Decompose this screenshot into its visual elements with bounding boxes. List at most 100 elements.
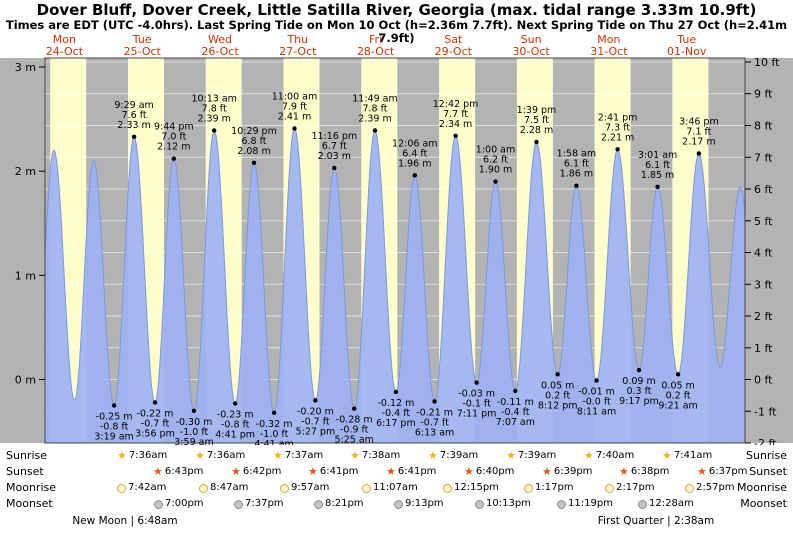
tide-extremum-label: -0.03 m (458, 389, 495, 400)
tide-extremum-label: -0.25 m (96, 412, 133, 423)
tide-extremum-dot (111, 403, 117, 408)
tide-extremum-label: 7.3 ft (605, 122, 630, 133)
tide-extremum-label: 9:17 pm (619, 396, 659, 407)
sunset-icon: ★ (153, 465, 163, 478)
tide-extremum-label: 5:25 am (334, 435, 373, 445)
plot-border (44, 57, 746, 444)
tide-extremum-dot (412, 173, 417, 178)
sunset-entry: ★ 6:43pm (153, 466, 203, 478)
tide-extremum-label: 0.2 ft (666, 390, 691, 401)
tide-extremum-label: 0.09 m (622, 376, 655, 387)
sunset-icon: ★ (386, 465, 396, 478)
moonset-icon (154, 499, 163, 509)
sunrise-entry: ★ 7:38am (350, 450, 400, 462)
tide-extremum-label: 9:44 pm (154, 122, 194, 133)
tide-extremum-label: 2.41 m (278, 112, 311, 123)
tide-extremum-label: 3:59 am (174, 437, 213, 445)
tide-extremum-label: 1:39 pm (517, 105, 557, 116)
sunrise-time: 7:39am (517, 450, 557, 461)
tide-extremum-label: 5:27 pm (296, 426, 336, 437)
moonrise-time: 2:57pm (696, 482, 735, 493)
tide-extremum-label: 7:07 am (496, 417, 535, 428)
moon-phase-label-0: New Moon | 6:48am (72, 515, 178, 527)
moonrise-time: 9:57am (291, 482, 330, 493)
tide-extremum-label: 2.33 m (117, 120, 150, 131)
tide-extremum-label: 12:06 am (392, 138, 437, 149)
tide-extremum-label: 6.1 ft (645, 160, 670, 171)
astro-row-label-right-moonrise: Moonrise (737, 481, 787, 494)
tide-extremum-label: -0.23 m (217, 410, 254, 421)
tide-chart: 0 m 1 m 2 m 3 m -2 ft -1 ft 0 ft 1 ft 2 ft 3 ft 4 … (0, 33, 793, 445)
day-label-date: 01-Nov (667, 45, 707, 58)
tide-extremum-dot (131, 134, 137, 139)
y-axis-label-ft: 4 ft (754, 247, 773, 260)
y-axis-label-ft: 10 ft (754, 56, 780, 69)
sunset-icon: ★ (464, 465, 474, 478)
sunrise-time: 7:41am (673, 450, 713, 461)
tide-extremum-label: 4:41 pm (215, 430, 255, 441)
tide-extremum-label: 7.1 ft (686, 127, 711, 138)
moonrise-entry: 2:17pm (605, 482, 655, 494)
y-axis-label-ft: 1 ft (754, 342, 773, 355)
tide-extremum-label: 2.28 m (520, 125, 553, 136)
tide-extremum-label: 2.21 m (601, 132, 634, 143)
moonset-icon (394, 499, 403, 509)
tide-extremum-dot (372, 128, 378, 133)
day-label-date: 24-Oct (46, 45, 84, 58)
tide-extremum-label: 2.39 m (358, 114, 391, 125)
tide-extremum-label: 6.2 ft (483, 155, 508, 166)
tide-extremum-dot (152, 400, 158, 405)
sunrise-time: 7:40am (595, 450, 635, 461)
sunset-entry: ★ 6:40pm (464, 466, 514, 478)
tide-extremum-dot (292, 126, 297, 131)
sunset-entry: ★ 6:41pm (386, 466, 436, 478)
tide-extremum-label: -0.4 ft (382, 408, 411, 419)
tide-extremum-label: 0.05 m (541, 380, 574, 391)
tide-extremum-label: 11:49 am (352, 94, 397, 105)
y-axis-label-ft: 2 ft (754, 310, 773, 323)
y-axis-label-ft: 8 ft (754, 120, 773, 133)
tide-extremum-label: -0.8 ft (100, 422, 129, 433)
tide-extremum-label: 7.5 ft (524, 115, 549, 126)
tide-extremum-label: -0.22 m (137, 408, 174, 419)
moonset-entry: 12:28am (638, 498, 694, 510)
tide-extremum-label: 12:42 pm (433, 99, 479, 110)
moonset-time: 8:21pm (325, 498, 364, 509)
tide-extremum-dot (212, 128, 217, 133)
y-axis-label-ft: 5 ft (754, 215, 773, 228)
tide-extremum-label: 3:56 pm (135, 428, 175, 439)
sunset-time: 6:40pm (475, 466, 515, 477)
tide-extremum-label: 11:00 am (272, 92, 317, 103)
sunrise-icon: ★ (195, 449, 205, 462)
tide-extremum-label: 8:12 pm (538, 400, 578, 411)
tide-extremum-dot (513, 388, 518, 394)
sunset-entry: ★ 6:41pm (308, 466, 358, 478)
tide-extremum-label: -0.11 m (497, 397, 534, 408)
tide-extremum-label: 1.96 m (398, 158, 431, 169)
tide-extremum-label: 2.17 m (682, 137, 715, 148)
sunset-entry: ★ 6:42pm (231, 466, 281, 478)
tide-extremum-dot (191, 408, 197, 413)
sunrise-time: 7:39am (439, 450, 479, 461)
moonrise-icon (524, 483, 533, 493)
y-axis-label-ft: 7 ft (754, 151, 773, 164)
y-axis-label-m: 0 m (15, 374, 36, 387)
tide-extremum-dot (534, 139, 539, 145)
tide-extremum-label: 10:29 pm (231, 126, 277, 137)
tide-extremum-label: 7.0 ft (161, 132, 186, 143)
tide-extremum-label: -0.0 ft (582, 397, 611, 408)
day-label-dow: Mon (597, 33, 620, 46)
moonrise-time: 12:15pm (454, 482, 499, 493)
sunset-icon: ★ (697, 465, 707, 478)
tide-extremum-label: 9:29 am (114, 100, 153, 111)
tide-extremum-dot (615, 147, 620, 152)
moonset-time: 10:13pm (486, 498, 531, 509)
tide-extremum-label: 4:41 am (254, 439, 293, 445)
tide-extremum-label: 0.3 ft (626, 386, 651, 397)
sunrise-icon: ★ (662, 449, 672, 462)
tide-extremum-label: 8:11 am (577, 407, 616, 418)
sunrise-time: 7:37am (284, 450, 324, 461)
page-title: Dover Bluff, Dover Creek, Little Satilla… (36, 1, 757, 19)
tide-extremum-dot (251, 160, 257, 165)
y-axis-label-m: 2 m (15, 165, 36, 178)
